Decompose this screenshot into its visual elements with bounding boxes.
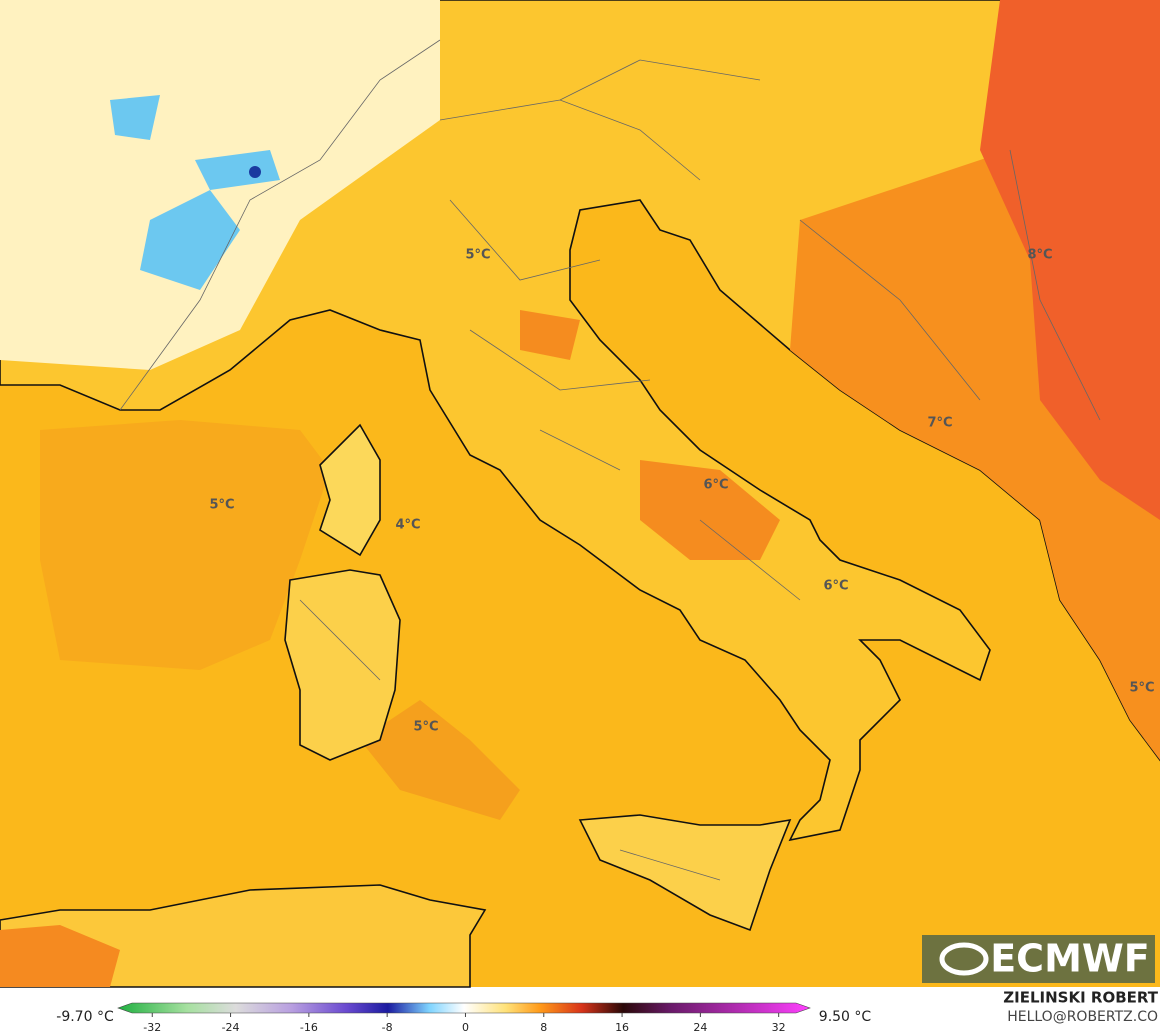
map-labels: 5°C 5°C 4°C 6°C 6°C 8°C 7°C 5°C 5°C xyxy=(209,248,1154,735)
colorbar-tick-label: 16 xyxy=(615,1021,629,1034)
logo-icon xyxy=(939,942,989,976)
colorbar: -9.70 °C 9.50 °C -32 -24 -16 -8 0 8 16 24 32 xyxy=(56,1002,872,1034)
colorbar-max: 9.50 °C xyxy=(819,1009,872,1025)
colorbar-tick-label: -24 xyxy=(222,1021,240,1034)
map xyxy=(0,0,1160,988)
temp-label: 4°C xyxy=(395,518,420,533)
temp-label: 5°C xyxy=(209,498,234,513)
sea-zone xyxy=(360,700,520,820)
sardinia xyxy=(284,569,401,761)
colorbar-bar xyxy=(117,1002,811,1014)
sicily xyxy=(578,814,792,932)
logo: ECMWF xyxy=(922,935,1155,983)
colorbar-tick-label: 8 xyxy=(540,1021,547,1034)
hot-zone xyxy=(980,0,1160,520)
colorbar-tick-label: -32 xyxy=(143,1021,161,1034)
temp-label: 8°C xyxy=(1027,248,1052,263)
colorbar-tick-label: 24 xyxy=(693,1021,707,1034)
cold-patch xyxy=(110,95,280,290)
warm-zone xyxy=(0,925,120,987)
corsica xyxy=(319,423,381,557)
warm-zone xyxy=(520,310,780,560)
colorbar-min: -9.70 °C xyxy=(56,1009,114,1025)
borders xyxy=(119,39,1101,881)
sea-zone xyxy=(40,420,330,670)
colorbar-tick-label: 0 xyxy=(462,1021,469,1034)
credit-name: ZIELINSKI ROBERT xyxy=(1003,989,1158,1007)
temp-label: 5°C xyxy=(413,720,438,735)
temp-label: 5°C xyxy=(1129,681,1154,696)
colorbar-tick-label: -16 xyxy=(300,1021,318,1034)
africa xyxy=(0,884,487,988)
colorbar-tick-label: 32 xyxy=(772,1021,786,1034)
temp-label: 7°C xyxy=(927,416,952,431)
temp-label: 5°C xyxy=(465,248,490,263)
credit-contact: HELLO@ROBERTZ.CO xyxy=(1007,1009,1158,1025)
temp-label: 6°C xyxy=(823,579,848,594)
temp-label: 6°C xyxy=(703,478,728,493)
cold-core xyxy=(249,166,261,178)
colorbar-tick-label: -8 xyxy=(382,1021,393,1034)
logo-text: ECMWF xyxy=(990,937,1150,981)
